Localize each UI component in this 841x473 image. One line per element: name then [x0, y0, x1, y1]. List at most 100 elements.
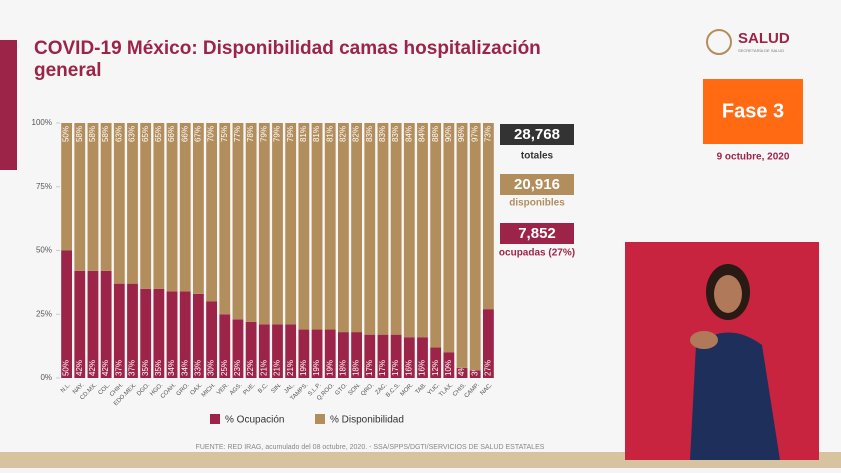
value-label: 82% [352, 126, 361, 142]
bar-segment [245, 123, 257, 322]
bar-segment [258, 123, 270, 325]
bar-segment [61, 250, 72, 378]
bar-segment [483, 309, 494, 378]
bar-segment [403, 337, 415, 378]
value-label: 35% [154, 360, 163, 376]
bar-segment [443, 352, 455, 378]
value-label: 65% [154, 126, 163, 142]
value-label: 37% [114, 360, 123, 376]
bar-segment [166, 291, 178, 378]
bar-segment [193, 293, 204, 378]
value-label: 78% [246, 126, 255, 142]
bar-segment [272, 123, 283, 325]
value-label: 19% [312, 360, 321, 376]
value-label: 97% [470, 126, 479, 142]
value-label: 79% [273, 126, 282, 142]
bar-segment [113, 123, 125, 284]
value-label: 88% [431, 126, 440, 142]
bar-segment [74, 270, 86, 378]
bar-segment [87, 123, 99, 271]
bar-segment [338, 332, 349, 378]
bar-segment [338, 123, 349, 333]
bar-segment [417, 123, 428, 338]
value-label: 33% [194, 360, 203, 376]
bar-segment [193, 123, 204, 294]
value-label: 66% [180, 126, 189, 142]
bar-segment [127, 123, 138, 284]
value-label: 18% [352, 360, 361, 376]
bar-segment [311, 123, 323, 330]
value-label: 12% [431, 360, 440, 376]
value-label: 63% [114, 126, 123, 142]
bar-segment [430, 123, 442, 348]
y-tick-label: 100% [32, 118, 52, 127]
value-label: 67% [194, 126, 203, 142]
value-label: 23% [233, 360, 242, 376]
value-label: 90% [444, 126, 453, 142]
value-label: 22% [246, 360, 255, 376]
value-label: 25% [220, 360, 229, 376]
value-label: 70% [207, 126, 216, 142]
bar-segment [74, 123, 86, 271]
summary-box [500, 124, 574, 145]
value-label: 77% [233, 126, 242, 142]
bar-segment [285, 123, 297, 325]
bar-segment [140, 288, 152, 378]
bar-segment [298, 329, 310, 378]
summary-box [500, 223, 574, 244]
value-label: 82% [339, 126, 348, 142]
value-label: 30% [207, 360, 216, 376]
value-label: 17% [378, 360, 387, 376]
bar-segment [298, 123, 310, 330]
value-label: 66% [167, 126, 176, 142]
summary-value: 28,768 [514, 126, 560, 143]
value-label: 4% [457, 364, 466, 376]
bar-segment [364, 334, 376, 378]
bar-segment [377, 123, 389, 335]
value-label: 58% [101, 126, 110, 142]
bar-segment [232, 319, 244, 378]
interpreter-video [625, 242, 819, 460]
bar-segment [179, 123, 191, 292]
bar-segment [443, 123, 455, 353]
value-label: 65% [141, 126, 150, 142]
value-label: 58% [75, 126, 84, 142]
value-label: 63% [128, 126, 137, 142]
value-label: 50% [62, 126, 71, 142]
summary-label: ocupadas (27%) [499, 248, 575, 259]
bar-segment [456, 367, 468, 378]
value-label: 19% [299, 360, 308, 376]
bar-segment [324, 329, 336, 378]
value-label: 10% [444, 360, 453, 376]
bar-segment [324, 123, 336, 330]
y-tick-label: 0% [40, 373, 52, 382]
bar-segment [417, 337, 428, 378]
bar-segment [364, 123, 376, 335]
value-label: 34% [180, 360, 189, 376]
date: 9 octubre, 2020 [717, 152, 790, 163]
bar-segment [153, 123, 165, 289]
value-label: 83% [365, 126, 374, 142]
y-tick-label: 75% [36, 182, 52, 191]
value-label: 83% [378, 126, 387, 142]
value-label: 19% [325, 360, 334, 376]
value-label: 79% [259, 126, 268, 142]
bar-segment [61, 123, 72, 251]
value-label: 75% [220, 126, 229, 142]
value-label: 42% [88, 360, 97, 376]
bar-segment [127, 283, 138, 378]
value-label: 21% [273, 360, 282, 376]
value-label: 16% [418, 360, 427, 376]
bar-segment [456, 123, 468, 368]
bar-segment [166, 123, 178, 292]
y-tick-label: 25% [36, 309, 52, 318]
y-tick-label: 50% [36, 246, 52, 255]
bar-segment [100, 123, 112, 271]
legend-label: % Ocupación [225, 415, 284, 426]
summary-value: 7,852 [518, 225, 556, 242]
bar-segment [179, 291, 191, 378]
value-label: 58% [88, 126, 97, 142]
value-label: 84% [404, 126, 413, 142]
bar-segment [351, 332, 362, 378]
chart-title: general [34, 60, 102, 81]
